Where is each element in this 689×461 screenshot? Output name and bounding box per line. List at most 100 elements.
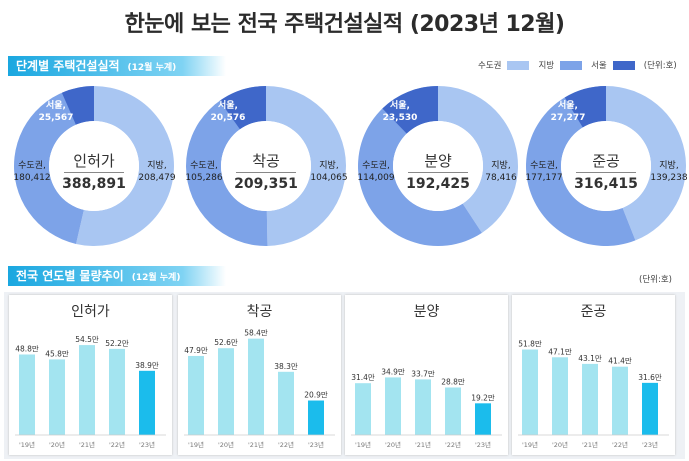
bar-category-label: '23년 [139,440,155,449]
bar-category-label: '22년 [612,440,628,449]
slice-local [266,86,347,246]
bar-value-label: 52.2만 [105,339,129,348]
slice-seoul [382,86,438,134]
bar-category-label: '19년 [522,440,538,449]
slice-capital [186,86,268,246]
label-capital: 수도권, 114,009 [357,161,395,183]
bar-category-label: '20년 [385,440,401,449]
bar-category-label: '21년 [582,440,598,449]
bar-category-label: '23년 [475,440,491,449]
bar-panel-title: 분양 [413,304,440,320]
bar-value-label: 54.5만 [75,335,99,344]
bar-category-label: '22년 [278,440,294,449]
donut-center-total: 388,891 [62,176,126,192]
donut-center-total: 209,351 [234,176,298,192]
bar-1 [218,348,234,435]
bar-2 [79,345,95,435]
bar-value-label: 33.7만 [411,369,435,378]
center-divider [236,172,296,173]
donut-hole [221,121,311,211]
label-capital: 수도권, 105,286 [185,161,223,183]
bar-category-label: '23년 [308,440,324,449]
bar-chart-svg: 31.4만 '19년 34.9만 '20년 33.7만 '21년 28.8만 '22년 19.2… [351,367,502,449]
bar-panel-title: 인허가 [71,304,110,320]
bar-panel-1: 인허가 48.8만 '19년 45.8만 '20년 54.5만 '21년 52.2만 '22년 3… [9,295,172,455]
center-divider [64,172,124,173]
bar-3 [445,387,461,435]
section-sub: (12월 누계) [131,273,181,283]
center-divider [576,172,636,173]
bar-value-label: 31.4만 [351,373,375,382]
slice-local [76,86,174,246]
slice-seoul [219,86,266,130]
bar-category-label: '19년 [355,440,371,449]
label-seoul: 서울, 27,277 [550,101,586,123]
bar-value-label: 48.8만 [15,344,39,353]
bar-value-label: 51.8만 [518,340,542,349]
bar-2 [415,379,431,435]
label-seoul: 서울, 23,530 [382,101,418,123]
label-seoul: 서울, 20,576 [210,101,246,123]
bar-category-label: '20년 [218,440,234,449]
bar-chart-svg: 51.8만 '19년 47.1만 '20년 43.1만 '21년 41.4만 '22년 31.6… [518,340,669,449]
bar-chart-svg: 47.9만 '19년 52.6만 '20년 58.4만 '21년 38.3만 '22년 20.9… [184,329,335,449]
slice-capital [526,86,636,246]
bar-value-label: 47.9만 [184,346,208,355]
bar-2 [248,338,264,435]
bar-panel-3: 분양 31.4만 '19년 34.9만 '20년 33.7만 '21년 28.8만 '22년 19… [345,295,508,455]
donut-chart-3: 분양 192,425 서울, 23,530 수도권, 114,009 지방, 78,416 [352,80,524,256]
section-label: 전국 연도별 물량추이 [16,269,124,283]
slice-capital [13,86,94,244]
donut-chart-4: 준공 316,415 서울, 27,277 수도권, 177,177 지방, 139,238 [520,80,689,256]
section-header-stage: 단계별 주택건설실적 (12월 누계) [8,56,226,76]
bar-1 [552,357,568,435]
donut-chart-2: 착공 209,351 서울, 20,576 수도권, 105,286 지방, 104,065 [180,80,352,256]
bar-category-label: '21년 [79,440,95,449]
donut-center-total: 192,425 [406,176,470,192]
label-local: 지방, 78,416 [485,161,517,183]
unit-label-yearly: (단위:호) [639,275,672,285]
slice-seoul [61,86,94,125]
page-title: 한눈에 보는 전국 주택건설실적 (2023년 12월) [124,12,565,37]
bar-value-label: 20.9만 [304,391,328,400]
bar-category-label: '23년 [642,440,658,449]
bar-panel-title: 착공 [246,304,273,320]
bar-category-label: '19년 [19,440,35,449]
bar-2 [582,363,598,435]
donut-center-title: 준공 [592,152,620,170]
label-seoul: 서울, 25,567 [38,101,74,123]
bar-value-label: 31.6만 [638,373,662,382]
bar-value-label: 28.8만 [441,377,465,386]
bar-0 [522,349,538,435]
bar-category-label: '22년 [445,440,461,449]
label-local: 지방, 139,238 [650,161,688,183]
section-header-yearly: 전국 연도별 물량추이 (12월 누계) [8,266,226,286]
unit-label: (단위:호) [643,61,677,71]
bar-3 [109,348,125,435]
slice-local [606,86,686,241]
donut-hole [49,121,139,211]
bar-0 [19,354,35,435]
donut-center-title: 착공 [252,152,280,170]
bar-category-label: '20년 [49,440,65,449]
bar-value-label: 58.4만 [244,329,268,338]
bar-category-label: '20년 [552,440,568,449]
bar-4 [308,400,324,435]
label-capital: 수도권, 180,412 [13,161,51,183]
bar-category-label: '19년 [188,440,204,449]
bar-value-label: 38.3만 [274,362,298,371]
legend-local: 지방 [538,59,583,71]
bar-panel-2: 착공 47.9만 '19년 52.6만 '20년 58.4만 '21년 38.3만 '22년 20… [178,295,341,455]
legend-swatch [507,60,530,70]
bar-4 [475,403,491,435]
bar-value-label: 38.9만 [135,361,159,370]
bar-1 [49,359,65,435]
slice-local [438,86,518,233]
section-label: 단계별 주택건설실적 [16,59,120,73]
donut-center-title: 인허가 [73,152,115,170]
donut-chart-1: 인허가 388,891 서울, 25,567 수도권, 180,412 지방, 208,479 [8,80,180,256]
legend-capital: 수도권 [478,59,530,71]
label-local: 지방, 208,479 [138,161,176,183]
bar-3 [612,366,628,435]
bar-panel-title: 준공 [580,304,607,320]
